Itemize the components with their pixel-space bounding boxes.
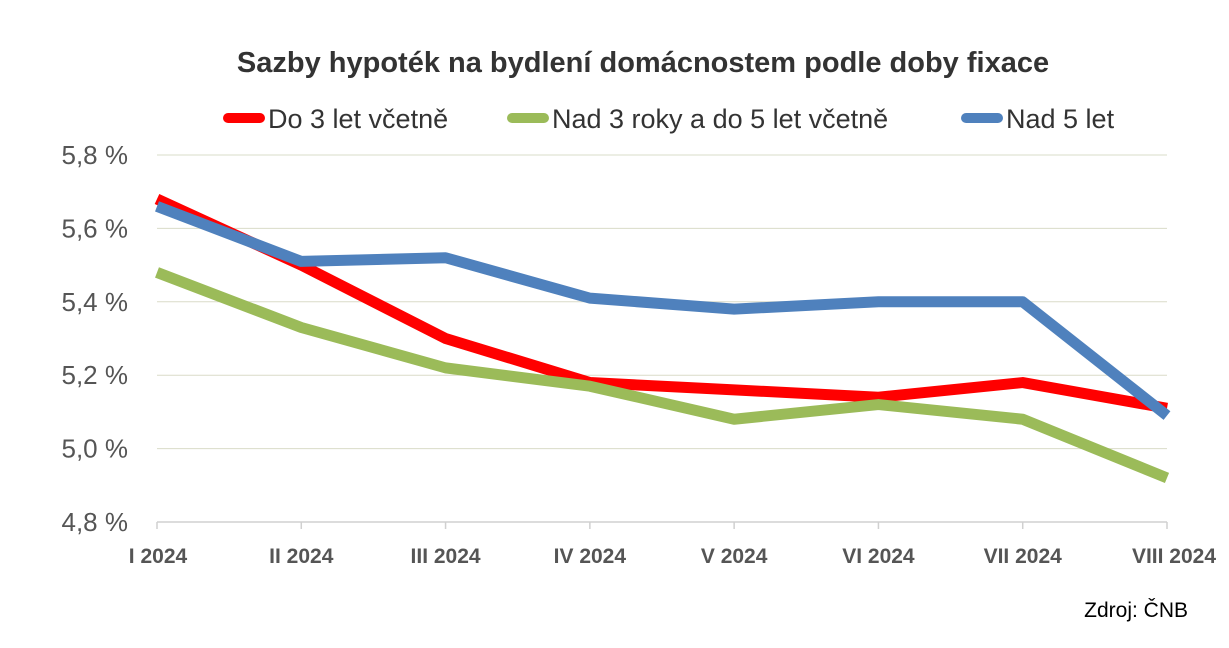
series-line-2	[155, 267, 1170, 484]
x-tick-label: I 2024	[129, 545, 188, 568]
legend: Do 3 let včetně Nad 3 roky a do 5 let vče…	[223, 104, 1115, 134]
x-tick-label: III 2024	[411, 545, 481, 568]
x-axis: I 2024 II 2024 III 2024 IV 2024 V 2024 VI 202…	[129, 521, 1216, 568]
series-line-3	[155, 201, 1171, 420]
y-tick-label: 5,8 %	[62, 140, 129, 170]
x-tick-label: VII 2024	[984, 545, 1063, 568]
legend-label: Nad 3 roky a do 5 let včetně	[552, 104, 888, 134]
x-tick-label: II 2024	[269, 545, 334, 568]
chart-title: Sazby hypoték na bydlení domácnostem pod…	[237, 47, 1049, 79]
source-note: Zdroj: ČNB	[1084, 599, 1188, 622]
x-tick-label: V 2024	[701, 545, 768, 568]
series-line-1	[154, 194, 1168, 414]
legend-label: Nad 5 let	[1006, 104, 1115, 134]
series-lines	[154, 194, 1171, 484]
x-tick-label: VI 2024	[842, 545, 915, 568]
y-tick-label: 5,0 %	[62, 434, 129, 464]
x-tick-label: VIII 2024	[1132, 545, 1216, 568]
y-tick-label: 5,6 %	[62, 213, 129, 243]
y-axis-tick-labels: 4,8 % 5,0 % 5,2 % 5,4 % 5,6 % 5,8 %	[62, 140, 129, 537]
legend-label: Do 3 let včetně	[268, 104, 448, 134]
y-tick-label: 4,8 %	[62, 507, 129, 537]
y-tick-label: 5,2 %	[62, 360, 129, 390]
x-tick-label: IV 2024	[554, 545, 627, 568]
y-tick-label: 5,4 %	[62, 287, 129, 317]
